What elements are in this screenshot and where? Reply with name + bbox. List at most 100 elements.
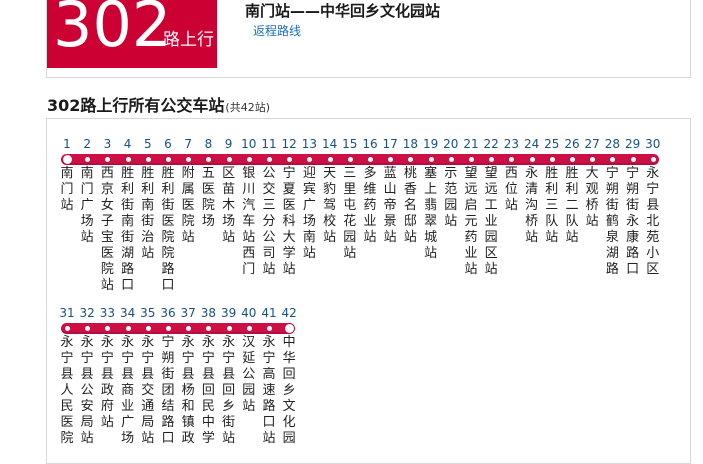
route-track-row-2 (61, 321, 690, 335)
station-name[interactable]: 南门广场站 (80, 166, 94, 245)
station-stop-dot[interactable] (186, 157, 192, 162)
station-stop-dot[interactable] (125, 157, 131, 162)
station-name[interactable]: 永宁县商业广场 (121, 335, 135, 446)
station-stop-dot[interactable] (125, 326, 131, 331)
station-name[interactable]: 中华回乡文化园 (282, 335, 296, 446)
station-stop-dot[interactable] (166, 157, 171, 162)
station-name[interactable]: 汉延公园站 (242, 335, 256, 414)
station-stop-dot[interactable] (65, 326, 70, 331)
station-names-row-1: 南门站南门广场站西京女子宝医院站胜利街南街湖路口胜利南街治站胜利街医院院路口附属… (60, 166, 690, 316)
station-name[interactable]: 迎宾广场南站 (302, 166, 316, 261)
station-stop-dot[interactable] (226, 326, 232, 331)
station-stop-dot[interactable] (85, 326, 91, 331)
station-stop-dot[interactable] (408, 157, 414, 162)
station-name[interactable]: 永宁县回民中学 (201, 335, 215, 446)
station-name[interactable]: 公交三分公司站 (262, 166, 276, 277)
station-name[interactable]: 永清沟桥站 (525, 166, 539, 245)
station-number: 29 (624, 137, 641, 151)
station-stop-dot[interactable] (287, 157, 293, 162)
station-name[interactable]: 永宁县回乡街站 (222, 335, 236, 446)
station-number: 21 (463, 137, 479, 151)
station-stop-dot[interactable] (428, 157, 434, 162)
station-name[interactable]: 附属医院站 (181, 166, 195, 245)
station-stop-dot[interactable] (267, 157, 272, 162)
station-stop-dot[interactable] (246, 326, 252, 331)
station-stop-dot[interactable] (368, 157, 373, 162)
station-name[interactable]: 区苗木场站 (222, 166, 236, 245)
station-number: 31 (59, 306, 75, 320)
station-stop-dot[interactable] (347, 157, 353, 162)
station-stop-dot[interactable] (509, 157, 515, 162)
station-name[interactable]: 永宁县政府站 (100, 335, 114, 430)
station-stop-dot[interactable] (630, 157, 636, 162)
station-stop-dot[interactable] (206, 157, 212, 162)
station-name[interactable]: 望远启元药业站 (464, 166, 478, 277)
station-name[interactable]: 多维药业站 (363, 166, 377, 245)
station-number: 35 (140, 306, 156, 320)
station-name[interactable]: 胜利街南街湖路口 (121, 166, 135, 293)
station-name[interactable]: 示范园站 (444, 166, 458, 229)
station-name[interactable]: 胜利二队站 (565, 166, 579, 245)
station-name[interactable]: 胜利街医院院路口 (161, 166, 175, 293)
station-name[interactable]: 桃香名邸站 (403, 166, 417, 245)
station-name[interactable]: 宁朔街鹤泉湖路 (605, 166, 619, 277)
station-name[interactable]: 蓝山帝景站 (383, 166, 397, 245)
station-stop-dot[interactable] (145, 157, 151, 162)
station-name[interactable]: 胜利南街治站 (141, 166, 155, 261)
station-stop-dot[interactable] (285, 324, 295, 333)
station-stop-dot[interactable] (63, 155, 72, 164)
page-title: 302路上行所有公交车站(共42站) (47, 92, 270, 116)
station-name[interactable]: 宁朔街团结路口 (161, 335, 175, 446)
station-name[interactable]: 永宁县杨和镇政 (181, 335, 195, 446)
station-number: 37 (180, 306, 196, 320)
station-stop-dot[interactable] (105, 157, 111, 162)
station-name[interactable]: 西京女子宝医院站 (100, 166, 114, 293)
station-number: 4 (123, 137, 132, 151)
station-stop-dot[interactable] (448, 157, 454, 162)
station-number: 30 (645, 137, 661, 151)
station-stop-dot[interactable] (610, 157, 616, 162)
station-name[interactable]: 望远工业园区站 (484, 166, 498, 277)
station-name[interactable]: 天豹驾校站 (323, 166, 337, 245)
station-stop-dot[interactable] (549, 157, 555, 162)
station-name[interactable]: 宁朔街永康路口 (626, 166, 640, 277)
station-number: 10 (241, 137, 257, 151)
station-stop-dot[interactable] (650, 157, 656, 162)
station-stop-dot[interactable] (489, 157, 495, 162)
station-stop-dot[interactable] (570, 157, 575, 162)
station-number: 2 (83, 137, 91, 151)
station-name[interactable]: 永宁县北苑小区 (646, 166, 660, 277)
station-name[interactable]: 永宁县人民医院 (60, 335, 74, 446)
station-name[interactable]: 永宁县交通局站 (141, 335, 155, 446)
station-stop-dot[interactable] (85, 157, 91, 162)
station-stop-dot[interactable] (206, 326, 212, 331)
station-name[interactable]: 塞上翡翠城站 (424, 166, 438, 261)
station-stop-dot[interactable] (226, 157, 232, 162)
station-stop-dot[interactable] (307, 157, 313, 162)
station-number: 11 (261, 137, 277, 151)
return-route-link[interactable]: 返程路线 (253, 24, 302, 38)
station-number: 9 (224, 137, 233, 151)
station-name[interactable]: 五医院场 (201, 166, 215, 229)
station-stop-dot[interactable] (388, 157, 394, 162)
route-direction-label: 路上行 (163, 30, 214, 50)
station-name[interactable]: 银川汽车站西门 (242, 166, 256, 277)
station-stop-dot[interactable] (267, 326, 272, 331)
station-name[interactable]: 西位站 (504, 166, 518, 213)
station-stop-dot[interactable] (246, 157, 252, 162)
station-name[interactable]: 胜利三队站 (545, 166, 559, 245)
station-stop-dot[interactable] (590, 157, 596, 162)
station-name[interactable]: 永宁高速路口站 (262, 335, 276, 446)
station-stop-dot[interactable] (327, 157, 333, 162)
station-name[interactable]: 永宁县公安局站 (80, 335, 94, 446)
station-stop-dot[interactable] (529, 157, 535, 162)
station-name[interactable]: 南门站 (60, 166, 74, 213)
station-name[interactable]: 宁夏医科大学站 (282, 166, 296, 277)
station-name[interactable]: 大观桥站 (585, 166, 599, 229)
station-stop-dot[interactable] (105, 326, 111, 331)
station-stop-dot[interactable] (469, 157, 474, 162)
station-stop-dot[interactable] (166, 326, 171, 331)
station-name[interactable]: 三里屯花园站 (343, 166, 357, 261)
station-stop-dot[interactable] (145, 326, 151, 331)
station-stop-dot[interactable] (186, 326, 192, 331)
